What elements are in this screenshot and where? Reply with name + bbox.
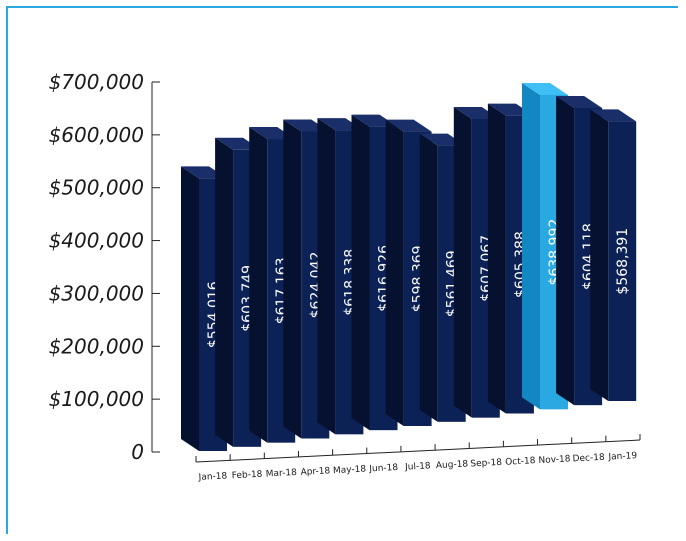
chart-frame (6, 6, 678, 534)
y-tick-label: $400,000 (49, 229, 144, 253)
bar-side-face (215, 137, 234, 447)
y-tick-label: $500,000 (49, 176, 144, 200)
x-axis-line (195, 439, 641, 463)
y-tick-label: $300,000 (49, 281, 144, 305)
bar-top-face (590, 109, 637, 122)
bar-top-face (522, 82, 568, 95)
x-tick-label: Apr-18 (300, 466, 330, 478)
y-tick-label: $600,000 (49, 123, 144, 147)
bar-side-face (283, 119, 302, 439)
bar-side-face (556, 95, 575, 406)
bar-top-face (556, 95, 603, 108)
bar-side-face (351, 114, 370, 431)
bar-value-label: $568,391 (615, 228, 631, 295)
x-tick-label: Mar-18 (265, 468, 297, 480)
chart-axes: 0 $100,000 $200,000 $300,000 $400,000 $500,00… (49, 70, 641, 483)
bar-front-face (608, 121, 637, 402)
x-tick-label: Feb-18 (232, 470, 263, 482)
bar-side-face (487, 103, 506, 414)
bar-Jan-19: $568,391 (590, 109, 637, 402)
x-tick-label: Aug-18 (436, 459, 469, 471)
bar-side-face (181, 166, 199, 451)
x-tick-label: Oct-18 (505, 456, 536, 468)
bar-side-face (419, 133, 438, 422)
bar-top-face (385, 119, 432, 132)
y-tick-label: 0 (131, 440, 144, 464)
x-tick-label: Dec-18 (572, 453, 605, 465)
y-tick-label: $200,000 (49, 334, 144, 358)
x-tick-label: Jan-18 (197, 471, 227, 483)
bar-side-face (317, 118, 336, 435)
y-tick-label: $700,000 (49, 70, 144, 94)
x-tick-label: May-18 (333, 465, 367, 477)
bar-side-face (249, 127, 268, 443)
bars-group: $554,016 $603,749 $617,163 $624,042 $618,338… (181, 82, 637, 451)
x-tick-label: Jan-19 (607, 451, 637, 463)
bar-side-face (522, 82, 540, 410)
bar-side-face (385, 119, 404, 427)
bar-side-face (453, 106, 472, 418)
x-tick-label: Sep-18 (470, 458, 502, 470)
bar-side-face (590, 109, 609, 402)
x-tick-label: Nov-18 (538, 454, 571, 466)
y-tick-label: $100,000 (49, 387, 144, 411)
x-tick-label: Jul-18 (404, 461, 431, 472)
x-tick-label: Jun-18 (368, 463, 399, 475)
